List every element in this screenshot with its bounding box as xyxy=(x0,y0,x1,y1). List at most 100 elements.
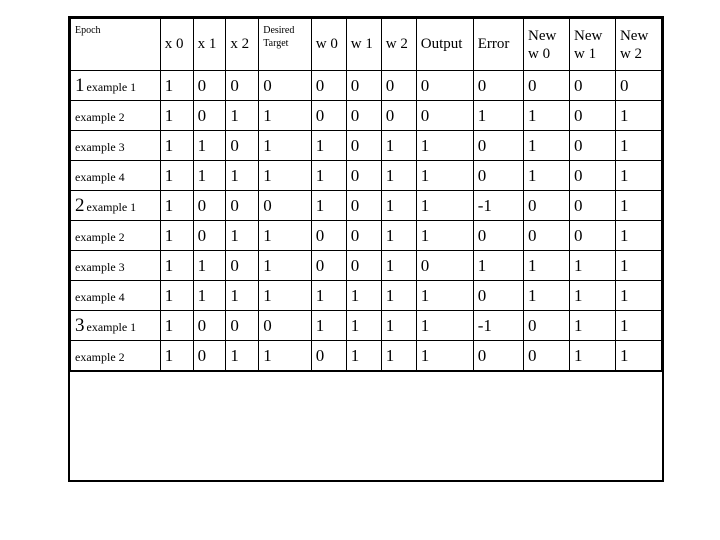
table-row: example 3110110110101 xyxy=(71,131,662,161)
header-new-w1: New w 1 xyxy=(570,19,616,71)
cell-x0: 1 xyxy=(160,281,193,311)
cell-dt: 1 xyxy=(259,251,312,281)
cell-w1: 0 xyxy=(346,71,381,101)
cell-epoch: example 2 xyxy=(71,221,161,251)
cell-out: 0 xyxy=(416,101,473,131)
table-row: example 4111111110111 xyxy=(71,281,662,311)
cell-err: 0 xyxy=(473,341,523,371)
cell-w2: 1 xyxy=(381,311,416,341)
cell-nw0: 1 xyxy=(524,251,570,281)
cell-x1: 0 xyxy=(193,71,226,101)
cell-err: 0 xyxy=(473,131,523,161)
cell-x1: 0 xyxy=(193,311,226,341)
cell-nw0: 1 xyxy=(524,101,570,131)
cell-nw2: 1 xyxy=(615,251,661,281)
cell-dt: 1 xyxy=(259,161,312,191)
table-row: 3example 110001111-1011 xyxy=(71,311,662,341)
cell-w0: 0 xyxy=(311,101,346,131)
example-label: example 1 xyxy=(87,80,137,94)
cell-err: 0 xyxy=(473,71,523,101)
cell-epoch: example 3 xyxy=(71,251,161,281)
cell-nw1: 0 xyxy=(570,221,616,251)
cell-nw2: 0 xyxy=(615,71,661,101)
cell-dt: 0 xyxy=(259,191,312,221)
table-row: 1example 1100000000000 xyxy=(71,71,662,101)
epoch-number: 3 xyxy=(75,315,85,337)
cell-w0: 0 xyxy=(311,71,346,101)
cell-w2: 0 xyxy=(381,71,416,101)
cell-x0: 1 xyxy=(160,131,193,161)
cell-x2: 1 xyxy=(226,161,259,191)
header-epoch: Epoch xyxy=(71,19,161,71)
header-new-w0: New w 0 xyxy=(524,19,570,71)
cell-nw1: 0 xyxy=(570,101,616,131)
header-w1: w 1 xyxy=(346,19,381,71)
table-row: example 2101100110001 xyxy=(71,221,662,251)
table-container: Epoch x 0 x 1 x 2 Desired Target w 0 w 1… xyxy=(68,16,664,482)
table-row: example 2101100001101 xyxy=(71,101,662,131)
cell-w1: 1 xyxy=(346,341,381,371)
cell-w1: 0 xyxy=(346,221,381,251)
cell-w0: 1 xyxy=(311,311,346,341)
cell-nw1: 1 xyxy=(570,281,616,311)
cell-nw1: 0 xyxy=(570,131,616,161)
cell-x0: 1 xyxy=(160,101,193,131)
cell-x1: 1 xyxy=(193,251,226,281)
cell-out: 1 xyxy=(416,161,473,191)
cell-out: 0 xyxy=(416,71,473,101)
table-header-row: Epoch x 0 x 1 x 2 Desired Target w 0 w 1… xyxy=(71,19,662,71)
header-desired-target: Desired Target xyxy=(259,19,312,71)
cell-out: 0 xyxy=(416,251,473,281)
cell-nw2: 1 xyxy=(615,341,661,371)
cell-epoch: example 2 xyxy=(71,101,161,131)
cell-nw0: 1 xyxy=(524,161,570,191)
cell-nw0: 0 xyxy=(524,191,570,221)
cell-w2: 1 xyxy=(381,281,416,311)
cell-nw1: 1 xyxy=(570,251,616,281)
example-label: example 4 xyxy=(75,290,125,304)
cell-epoch: example 3 xyxy=(71,131,161,161)
cell-epoch: 1example 1 xyxy=(71,71,161,101)
cell-x1: 0 xyxy=(193,221,226,251)
cell-x2: 1 xyxy=(226,101,259,131)
cell-epoch: example 4 xyxy=(71,281,161,311)
epoch-number: 2 xyxy=(75,195,85,217)
cell-epoch: example 2 xyxy=(71,341,161,371)
cell-w0: 0 xyxy=(311,221,346,251)
cell-w2: 1 xyxy=(381,161,416,191)
cell-x1: 1 xyxy=(193,281,226,311)
cell-nw1: 1 xyxy=(570,341,616,371)
cell-x0: 1 xyxy=(160,311,193,341)
cell-x2: 0 xyxy=(226,311,259,341)
cell-x0: 1 xyxy=(160,251,193,281)
cell-out: 1 xyxy=(416,311,473,341)
cell-x1: 0 xyxy=(193,101,226,131)
cell-x1: 0 xyxy=(193,191,226,221)
cell-x0: 1 xyxy=(160,161,193,191)
example-label: example 2 xyxy=(75,350,125,364)
cell-x2: 1 xyxy=(226,341,259,371)
cell-nw2: 1 xyxy=(615,311,661,341)
cell-err: 1 xyxy=(473,251,523,281)
cell-nw0: 1 xyxy=(524,131,570,161)
example-label: example 1 xyxy=(87,200,137,214)
header-x1: x 1 xyxy=(193,19,226,71)
cell-nw0: 0 xyxy=(524,341,570,371)
cell-w2: 0 xyxy=(381,101,416,131)
cell-x0: 1 xyxy=(160,71,193,101)
cell-w1: 0 xyxy=(346,251,381,281)
cell-nw1: 0 xyxy=(570,191,616,221)
cell-w2: 1 xyxy=(381,251,416,281)
cell-nw0: 0 xyxy=(524,311,570,341)
example-label: example 2 xyxy=(75,230,125,244)
cell-nw2: 1 xyxy=(615,281,661,311)
cell-x2: 1 xyxy=(226,281,259,311)
cell-x2: 0 xyxy=(226,191,259,221)
cell-w1: 0 xyxy=(346,191,381,221)
cell-out: 1 xyxy=(416,191,473,221)
cell-x2: 0 xyxy=(226,71,259,101)
cell-nw1: 0 xyxy=(570,161,616,191)
table-row: example 4111110110101 xyxy=(71,161,662,191)
cell-dt: 1 xyxy=(259,221,312,251)
cell-nw2: 1 xyxy=(615,101,661,131)
